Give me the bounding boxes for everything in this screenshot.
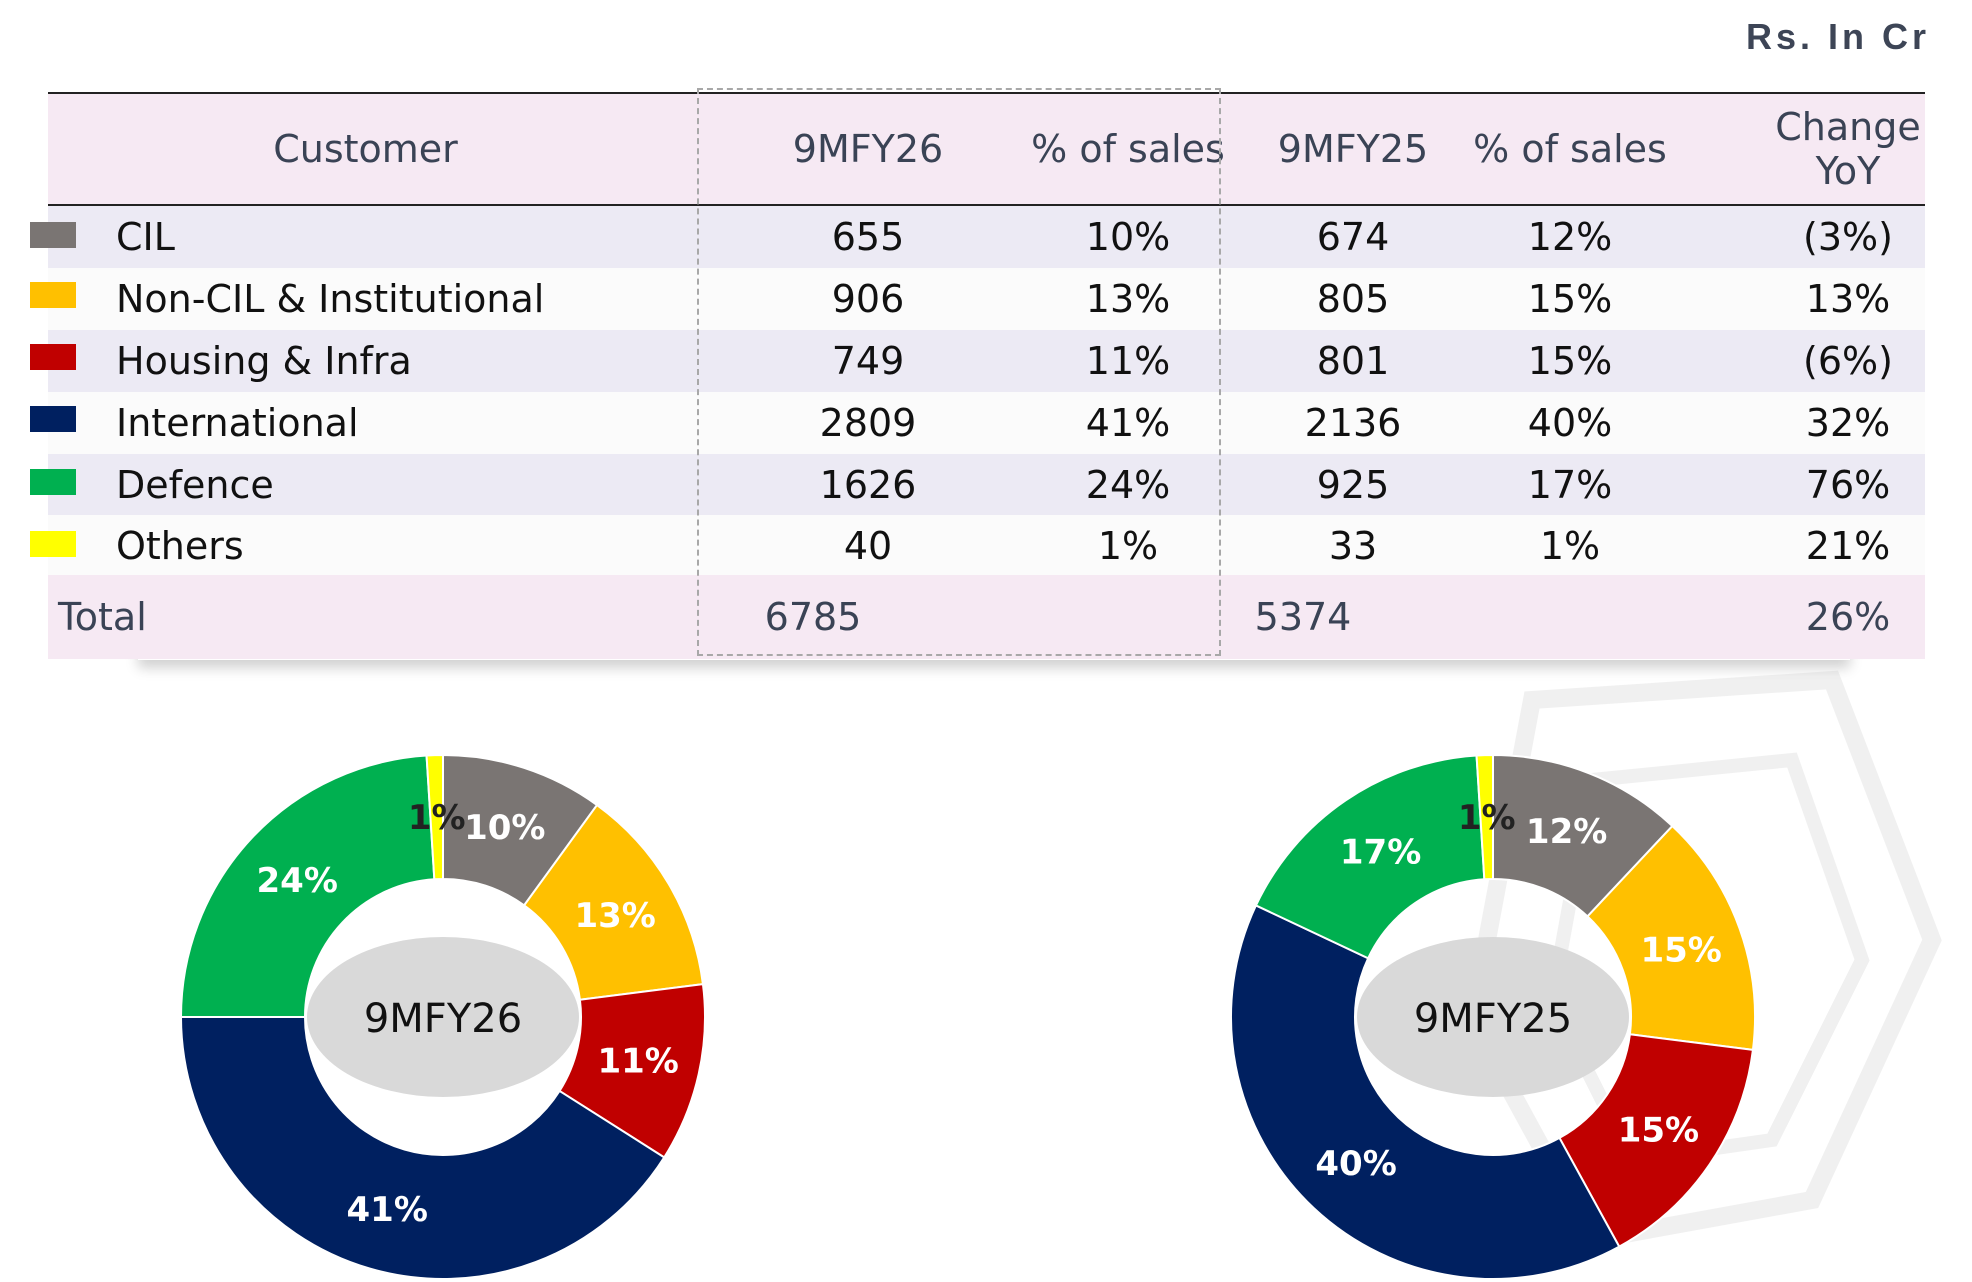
total-change-yoy: 26% bbox=[1805, 595, 1891, 639]
cell-p25: 1% bbox=[1539, 524, 1601, 568]
slice-label: 10% bbox=[464, 808, 545, 848]
slice-label: 40% bbox=[1315, 1144, 1396, 1184]
cell-chg: 21% bbox=[1805, 524, 1891, 568]
cell-v26: 906 bbox=[831, 277, 905, 321]
cell-v25: 674 bbox=[1316, 215, 1390, 259]
table-header-row: Customer 9MFY26 % of sales 9MFY25 % of s… bbox=[48, 92, 1925, 206]
slice-defence bbox=[179, 754, 436, 1018]
table-row: CIL 655 10% 674 12% (3%) bbox=[48, 206, 1925, 268]
cell-p26: 1% bbox=[1097, 524, 1159, 568]
cell-customer: Housing & Infra bbox=[116, 339, 412, 383]
slice-label: 1% bbox=[408, 798, 466, 838]
legend-swatch-defence bbox=[30, 469, 76, 495]
cell-chg: 13% bbox=[1805, 277, 1891, 321]
cell-p26: 11% bbox=[1085, 339, 1171, 383]
cell-customer: International bbox=[116, 401, 359, 445]
cell-p25: 15% bbox=[1527, 339, 1613, 383]
slice-international bbox=[179, 1016, 666, 1280]
cell-v26: 40 bbox=[843, 524, 893, 568]
center-title: 9MFY25 bbox=[1414, 996, 1572, 1042]
slice-others bbox=[425, 753, 444, 881]
cell-customer: Non-CIL & Institutional bbox=[116, 277, 545, 321]
legend-swatch-others bbox=[30, 531, 76, 557]
cell-chg: 76% bbox=[1805, 463, 1891, 507]
header-change-yoy: Change YoY bbox=[1668, 94, 1972, 204]
table-row: Housing & Infra 749 11% 801 15% (6%) bbox=[48, 330, 1925, 392]
cell-v25: 801 bbox=[1316, 339, 1390, 383]
slice-label: 24% bbox=[257, 861, 338, 901]
sales-table: Customer 9MFY26 % of sales 9MFY25 % of s… bbox=[30, 88, 1925, 659]
cell-p26: 13% bbox=[1085, 277, 1171, 321]
legend-swatch-international bbox=[30, 406, 76, 432]
cell-v26: 2809 bbox=[819, 401, 917, 445]
cell-v26: 655 bbox=[831, 215, 905, 259]
slice-non-cil-institutional bbox=[1586, 824, 1756, 1051]
table-row: Others 40 1% 33 1% 21% bbox=[48, 515, 1925, 577]
cell-v25: 2136 bbox=[1304, 401, 1402, 445]
total-9mfy25: 5374 bbox=[1254, 595, 1352, 639]
cell-chg: 32% bbox=[1805, 401, 1891, 445]
cell-customer: Defence bbox=[116, 463, 274, 507]
total-9mfy26: 6785 bbox=[764, 595, 862, 639]
cell-v25: 925 bbox=[1316, 463, 1390, 507]
units-label: Rs. In Cr bbox=[1745, 16, 1930, 57]
table-row: Non-CIL & Institutional 906 13% 805 15% 13% bbox=[48, 268, 1925, 330]
cell-v26: 1626 bbox=[819, 463, 917, 507]
slice-defence bbox=[1254, 754, 1486, 960]
header-change-line2: YoY bbox=[1815, 149, 1881, 193]
header-pct-sales-26: % of sales bbox=[1031, 127, 1225, 171]
legend-swatch-non-cil-institutional bbox=[30, 282, 76, 308]
header-pct-sales-25: % of sales bbox=[1473, 127, 1667, 171]
slice-label: 17% bbox=[1340, 833, 1421, 873]
cell-p25: 15% bbox=[1527, 277, 1613, 321]
donut-charts: 10% 13% 11% 41% 24% 1% 9MFY26 12% 15% 15% 40% 17% 1%… bbox=[179, 753, 1756, 1280]
center-title: 9MFY26 bbox=[364, 996, 522, 1042]
cell-customer: Others bbox=[116, 524, 244, 568]
center-ellipse bbox=[307, 937, 579, 1097]
header-9mfy26: 9MFY26 bbox=[792, 127, 944, 171]
cell-p25: 17% bbox=[1527, 463, 1613, 507]
center-ellipse bbox=[1357, 937, 1629, 1097]
slice-international bbox=[1230, 904, 1621, 1280]
slice-label: 13% bbox=[574, 896, 655, 936]
slice-label: 15% bbox=[1640, 930, 1721, 970]
donut-9mfy26: 10% 13% 11% 41% 24% 1% 9MFY26 bbox=[179, 753, 706, 1280]
slice-others bbox=[1475, 753, 1494, 881]
highlight-box-9mfy26 bbox=[697, 88, 1221, 656]
cell-p26: 10% bbox=[1085, 215, 1171, 259]
slice-label: 41% bbox=[347, 1190, 428, 1230]
slice-label: 15% bbox=[1618, 1110, 1699, 1150]
cell-chg: (3%) bbox=[1803, 215, 1893, 259]
cell-p25: 40% bbox=[1527, 401, 1613, 445]
cell-p25: 12% bbox=[1527, 215, 1613, 259]
cell-v25: 805 bbox=[1316, 277, 1390, 321]
header-change-line1: Change bbox=[1775, 105, 1921, 149]
slice-housing-infra bbox=[1558, 1033, 1755, 1248]
header-9mfy25: 9MFY25 bbox=[1277, 127, 1429, 171]
cell-v26: 749 bbox=[831, 339, 905, 383]
table-total-row: Total 6785 5374 26% bbox=[48, 575, 1925, 659]
slice-label: 1% bbox=[1458, 798, 1516, 838]
cell-customer: CIL bbox=[116, 215, 175, 259]
cell-p26: 41% bbox=[1085, 401, 1171, 445]
legend-swatch-housing-infra bbox=[30, 344, 76, 370]
table-row: Defence 1626 24% 925 17% 76% bbox=[48, 454, 1925, 516]
donut-9mfy25: 12% 15% 15% 40% 17% 1% 9MFY25 bbox=[1230, 753, 1756, 1280]
cell-chg: (6%) bbox=[1803, 339, 1893, 383]
slice-label: 12% bbox=[1526, 812, 1607, 852]
cell-p26: 24% bbox=[1085, 463, 1171, 507]
header-customer: Customer bbox=[273, 127, 458, 171]
legend-swatch-cil bbox=[30, 222, 76, 248]
cell-v25: 33 bbox=[1328, 524, 1378, 568]
total-label: Total bbox=[58, 595, 147, 639]
slice-label: 11% bbox=[597, 1042, 678, 1082]
table-row: International 2809 41% 2136 40% 32% bbox=[48, 392, 1925, 454]
